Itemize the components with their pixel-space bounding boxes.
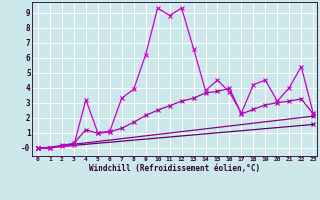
X-axis label: Windchill (Refroidissement éolien,°C): Windchill (Refroidissement éolien,°C): [89, 164, 260, 173]
